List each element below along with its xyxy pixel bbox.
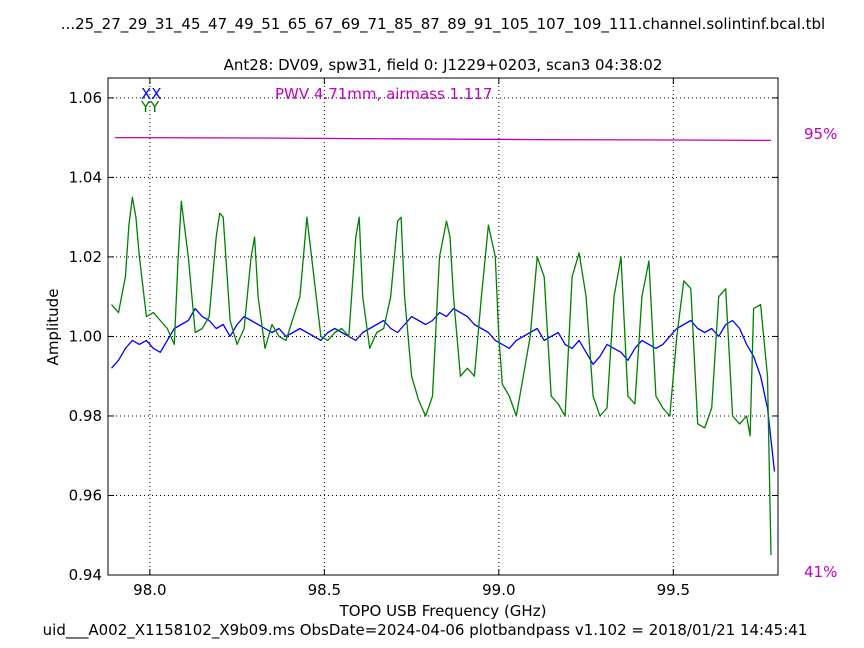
x-tick-label: 98.0 <box>133 581 166 599</box>
y-tick-label: 1.04 <box>69 168 102 186</box>
series-line-xx <box>111 307 776 472</box>
chart-subtitle: Ant28: DV09, spw31, field 0: J1229+0203,… <box>224 56 663 74</box>
y-axis-label: Amplitude <box>44 289 62 366</box>
pwv-annotation: PWV 4.71mm, airmass 1.117 <box>275 85 492 103</box>
right-label-bottom: 41% <box>804 563 837 581</box>
right-label-top: 95% <box>804 125 837 143</box>
x-tick-label: 98.5 <box>308 581 341 599</box>
x-tick-label: 99.5 <box>657 581 690 599</box>
y-tick-label: 1.06 <box>69 89 102 107</box>
x-tick-label: 99.0 <box>482 581 515 599</box>
plot-frame <box>107 77 779 576</box>
chart-footer: uid___A002_X1158102_X9b09.ms ObsDate=202… <box>43 621 808 640</box>
y-tick-label: 0.94 <box>69 566 102 584</box>
y-tick-label: 1.00 <box>69 327 102 345</box>
y-tick-label: 0.96 <box>69 486 102 504</box>
y-tick-label: 1.02 <box>69 248 102 266</box>
legend-entry-yy: YY <box>140 98 160 116</box>
chart-title: ...25_27_29_31_45_47_49_51_65_67_69_71_8… <box>61 15 825 34</box>
series-line-yy <box>111 196 772 556</box>
series-layer <box>111 136 776 556</box>
series-line-2 <box>114 136 772 142</box>
tick-layer: 98.0 98.5 99.0 99.5 0.94 0.96 0.98 1.00 1.02 1.04… <box>69 78 778 599</box>
x-axis-label: TOPO USB Frequency (GHz) <box>339 602 547 620</box>
legend-entry-xx: XX <box>141 85 162 103</box>
y-tick-label: 0.98 <box>69 407 102 425</box>
